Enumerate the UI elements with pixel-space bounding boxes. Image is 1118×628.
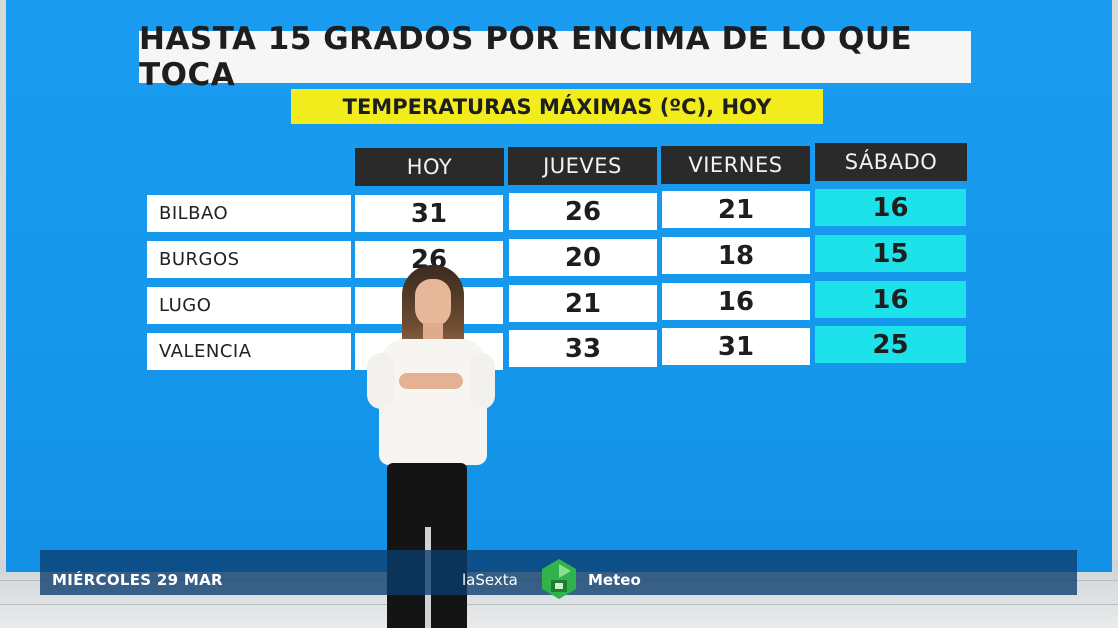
city-label: VALENCIA	[147, 333, 351, 370]
temperature-cell-highlight: 15	[815, 235, 966, 272]
city-label: LUGO	[147, 287, 351, 324]
city-label: BILBAO	[147, 195, 351, 232]
lasexta-six-logo-icon	[542, 559, 576, 599]
column-header-sabado: SÁBADO	[815, 143, 967, 181]
temperature-cell: 20	[509, 239, 657, 276]
temperature-cell: 16	[662, 283, 810, 320]
temperature-cell: 18	[662, 237, 810, 274]
channel-name: laSexta	[462, 571, 518, 589]
temperature-cell: 21	[662, 191, 810, 228]
temperature-cell-highlight: 16	[815, 189, 966, 226]
presenter-hands	[399, 373, 463, 389]
date-label: MIÉRCOLES 29 MAR	[52, 571, 223, 589]
section-name: Meteo	[588, 571, 641, 589]
temperature-cell-highlight: 25	[815, 326, 966, 363]
temperature-cell: 21	[509, 285, 657, 322]
city-label: BURGOS	[147, 241, 351, 278]
column-header-viernes: VIERNES	[661, 146, 810, 184]
presenter-face	[415, 279, 451, 327]
presenter-left-arm	[367, 353, 395, 409]
presenter	[365, 265, 500, 628]
column-header-jueves: JUEVES	[508, 147, 657, 185]
subheadline: TEMPERATURAS MÁXIMAS (ºC), HOY	[291, 89, 823, 124]
temperature-cell-highlight: 16	[815, 281, 966, 318]
temperature-cell: 26	[509, 193, 657, 230]
column-header-hoy: HOY	[355, 148, 504, 186]
temperature-cell: 31	[355, 195, 503, 232]
presenter-right-arm	[469, 353, 495, 409]
headline: HASTA 15 GRADOS POR ENCIMA DE LO QUE TOC…	[139, 21, 971, 93]
temperature-cell: 31	[662, 328, 810, 365]
floor-line	[0, 604, 1118, 605]
temperature-cell: 33	[509, 330, 657, 367]
